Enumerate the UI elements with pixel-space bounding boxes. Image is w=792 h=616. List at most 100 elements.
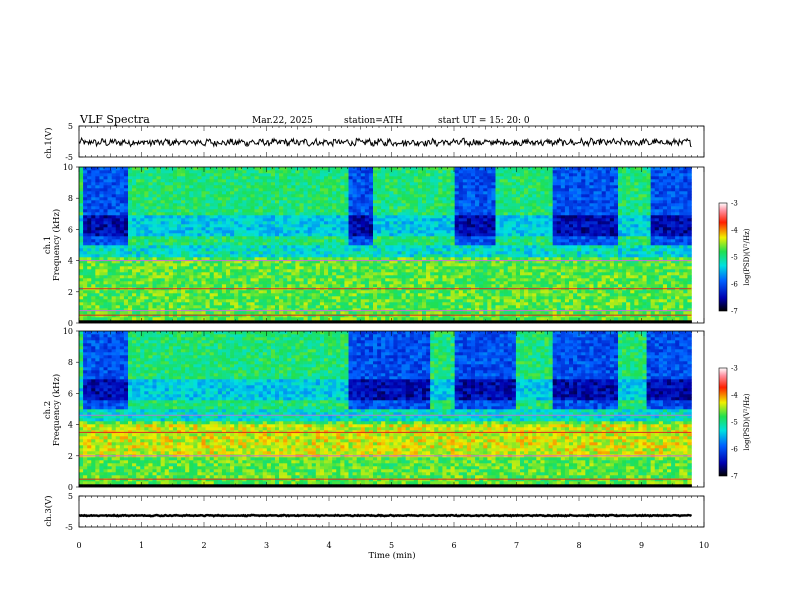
spectrogram-cell	[291, 290, 295, 293]
spectrogram-cell	[344, 197, 348, 200]
spectrogram-cell	[161, 200, 165, 203]
spectrogram-cell	[255, 179, 259, 182]
spectrogram-cell	[353, 290, 357, 293]
spectrogram-cell	[193, 203, 197, 206]
spectrogram-cell	[271, 290, 275, 293]
spectrogram-cell	[365, 236, 369, 239]
spectrogram-cell	[393, 236, 397, 239]
spectrogram-cell	[438, 200, 442, 203]
spectrogram-cell	[344, 254, 348, 257]
spectrogram-cell	[271, 182, 275, 185]
spectrogram-cell	[177, 257, 181, 260]
spectrogram-cell	[148, 245, 152, 248]
spectrogram-cell	[300, 272, 304, 275]
spectrogram-cell	[451, 290, 455, 293]
spectrogram-cell	[173, 221, 177, 224]
spectrogram-cell	[451, 230, 455, 233]
spectrogram-cell	[430, 179, 434, 182]
spectrogram-cell	[242, 188, 246, 191]
spectrogram-cell	[165, 170, 169, 173]
spectrogram-cell	[398, 305, 402, 308]
spectrogram-cell	[193, 167, 197, 170]
spectrogram-cell	[238, 239, 242, 242]
spectrogram-cell	[373, 215, 377, 218]
spectrogram-cell	[300, 167, 304, 170]
spectrogram-cell	[451, 311, 455, 314]
spectrogram-cell	[353, 221, 357, 224]
spectrogram-cell	[99, 299, 103, 302]
spectrogram-cell	[136, 278, 140, 281]
spectrogram-cell	[434, 254, 438, 257]
spectrogram-cell	[144, 266, 148, 269]
spectrogram-cell	[185, 299, 189, 302]
spectrogram-cell	[438, 281, 442, 284]
spectrogram-cell	[120, 281, 124, 284]
spectrogram-cell	[442, 293, 446, 296]
spectrogram-cell	[381, 281, 385, 284]
spectrogram-cell	[116, 275, 120, 278]
spectrogram-cell	[328, 305, 332, 308]
spectrogram-cell	[377, 167, 381, 170]
spectrogram-cell	[287, 272, 291, 275]
spectrogram-cell	[357, 251, 361, 254]
spectrogram-cell	[316, 194, 320, 197]
spectrogram-cell	[87, 209, 91, 212]
spectrogram-cell	[357, 236, 361, 239]
spectrogram-cell	[361, 311, 365, 314]
spectrogram-cell	[324, 284, 328, 287]
spectrogram-cell	[357, 269, 361, 272]
spectrogram-cell	[447, 203, 451, 206]
spectrogram-cell	[108, 218, 112, 221]
spectrogram-cell	[365, 185, 369, 188]
start-ut-label: start UT = 15: 20: 0	[438, 116, 530, 126]
spectrogram-cell	[267, 167, 271, 170]
spectrogram-cell	[426, 242, 430, 245]
spectrogram-cell	[320, 206, 324, 209]
spectrogram-cell	[83, 203, 87, 206]
spectrogram-cell	[442, 248, 446, 251]
spectrogram-cell	[140, 227, 144, 230]
spectrogram-cell	[259, 233, 263, 236]
spectrogram-cell	[116, 179, 120, 182]
spectrogram-cell	[418, 248, 422, 251]
spectrogram-cell	[120, 182, 124, 185]
spectrogram-cell	[136, 170, 140, 173]
spectrogram-cell	[259, 266, 263, 269]
spectrogram-cell	[283, 230, 287, 233]
spectrogram-cell	[246, 176, 250, 179]
spectrogram-cell	[340, 182, 344, 185]
spectrogram-cell	[357, 248, 361, 251]
spectrogram-cell	[398, 212, 402, 215]
spectrogram-cell	[438, 272, 442, 275]
spectrogram-cell	[173, 272, 177, 275]
spectrogram-cell	[173, 224, 177, 227]
spectrogram-cell	[324, 296, 328, 299]
spectrogram-cell	[234, 254, 238, 257]
spectrogram-cell	[259, 275, 263, 278]
spectrogram-cell	[426, 209, 430, 212]
spectrogram-cell	[210, 215, 214, 218]
spectrogram-cell	[124, 233, 128, 236]
spectrogram-cell	[320, 170, 324, 173]
spectrogram-cell	[308, 233, 312, 236]
spectrogram-cell	[222, 251, 226, 254]
spectrogram-cell	[312, 182, 316, 185]
spectrogram-cell	[349, 248, 353, 251]
spectrogram-cell	[353, 230, 357, 233]
spectrogram-cell	[434, 209, 438, 212]
spectrogram-cell	[132, 317, 136, 320]
spectrogram-cell	[287, 209, 291, 212]
spectrogram-cell	[434, 284, 438, 287]
spectrogram-cell	[91, 185, 95, 188]
spectrogram-cell	[377, 230, 381, 233]
spectrogram-cell	[430, 272, 434, 275]
spectrogram-cell	[197, 257, 201, 260]
spectrogram-cell	[242, 254, 246, 257]
spectrogram-cell	[148, 272, 152, 275]
spectrogram-cell	[349, 317, 353, 320]
spectrogram-cell	[312, 266, 316, 269]
spectrogram-cell	[275, 305, 279, 308]
spectrogram-cell	[385, 302, 389, 305]
spectrogram-cell	[267, 281, 271, 284]
spectrogram-cell	[185, 293, 189, 296]
